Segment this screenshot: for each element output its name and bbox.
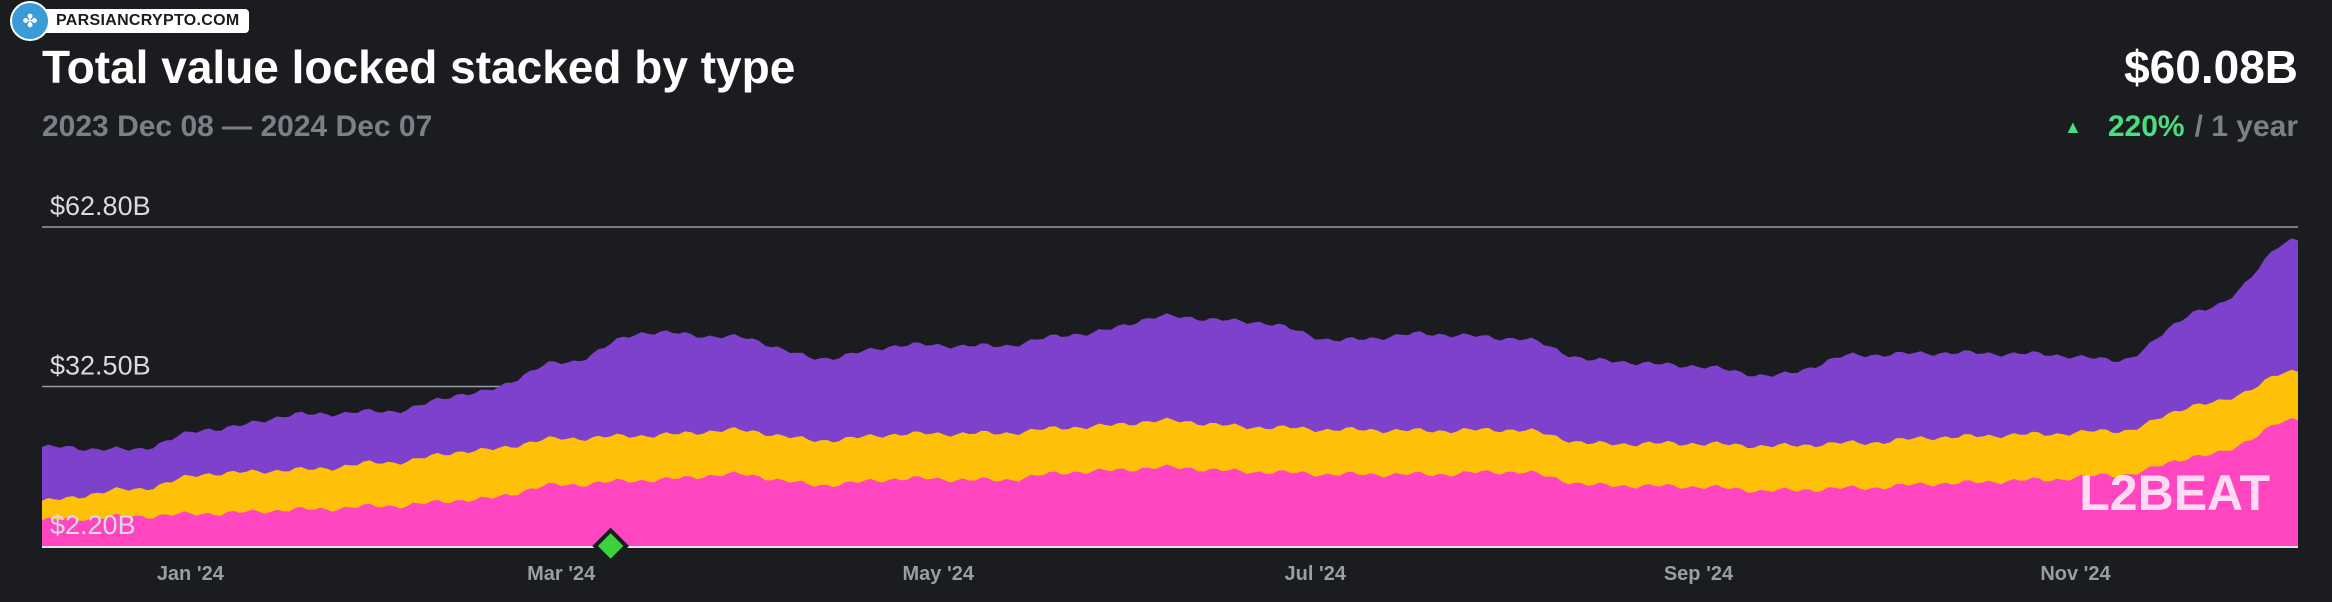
area-series-bottom xyxy=(42,418,2298,546)
x-tick-label: Sep '24 xyxy=(1664,563,1734,585)
x-tick-label: Jan '24 xyxy=(157,563,225,585)
tvl-change: ▲ 220% / 1 year xyxy=(2064,110,2298,144)
y-tick-label: $62.80B xyxy=(50,191,151,221)
change-period: / 1 year xyxy=(2194,110,2298,143)
brand-badge-text: PARSIANCRYPTO.COM xyxy=(40,9,250,33)
y-tick-label: $2.20B xyxy=(50,510,136,540)
event-marker-diamond[interactable] xyxy=(592,527,630,565)
date-range: 2023 Dec 08 — 2024 Dec 07 xyxy=(42,110,433,143)
total-value-locked: $60.08B xyxy=(2124,41,2298,93)
change-percent: 220% xyxy=(2107,110,2185,143)
brand-badge: ✤ PARSIANCRYPTO.COM xyxy=(10,1,250,41)
x-tick-label: Nov '24 xyxy=(2040,563,2111,585)
x-tick-label: Mar '24 xyxy=(527,563,596,585)
x-tick-label: Jul '24 xyxy=(1285,563,1347,585)
network-tree-icon: ✤ xyxy=(10,1,50,41)
x-tick-label: May '24 xyxy=(902,563,974,585)
chart-title: Total value locked stacked by type xyxy=(42,41,796,93)
l2beat-watermark: L2BEAT xyxy=(2079,465,2270,521)
triangle-up-icon: ▲ xyxy=(2064,116,2082,137)
x-axis-labels: Jan '24 Mar '24 May '24 Jul '24 Sep '24 Nov '… xyxy=(157,563,2112,585)
y-tick-label: $32.50B xyxy=(50,351,151,381)
y-axis-labels: $62.80B $32.50B $2.20B xyxy=(50,191,151,540)
